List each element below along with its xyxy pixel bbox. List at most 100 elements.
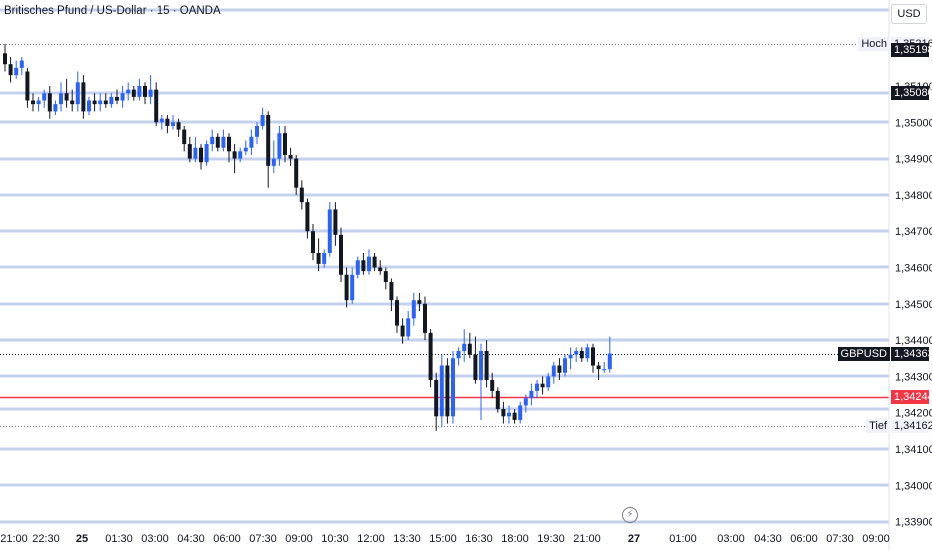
candle-body <box>378 267 383 272</box>
candle-body <box>395 300 399 326</box>
candle <box>367 249 371 275</box>
candle-body <box>529 390 534 399</box>
candle <box>591 343 595 373</box>
level-band <box>0 229 889 233</box>
lightning-icon[interactable]: ⚡︎ <box>622 507 638 523</box>
candle <box>92 93 97 112</box>
candle-body <box>8 64 13 76</box>
candle <box>372 252 377 272</box>
candle <box>411 292 416 326</box>
candle <box>400 318 405 344</box>
candle <box>75 71 80 112</box>
level-band <box>0 265 889 269</box>
candle-body <box>339 234 343 275</box>
candle-body <box>574 350 579 355</box>
candle <box>389 278 394 312</box>
candle <box>378 260 383 275</box>
candle-body <box>389 282 394 301</box>
candle <box>98 93 103 112</box>
candle-body <box>182 129 187 145</box>
candle-body <box>64 93 69 101</box>
candle-body <box>484 350 489 381</box>
level-band <box>0 120 889 124</box>
candle-body <box>495 390 500 410</box>
candle-body <box>434 380 439 417</box>
price-axis[interactable]: 1,351001,350001,349001,348001,347001,346… <box>895 81 932 529</box>
candle-body <box>215 136 220 148</box>
candle <box>507 405 511 424</box>
candle <box>495 387 500 413</box>
candle <box>103 93 108 108</box>
candle-body <box>439 365 444 417</box>
candle <box>243 140 248 155</box>
candle-body <box>75 82 80 105</box>
candle-body <box>299 187 304 203</box>
time-tick-label: 09:00 <box>285 533 313 545</box>
candle <box>109 93 114 108</box>
candle-body <box>204 144 209 163</box>
candle-body <box>406 318 411 337</box>
candle-body <box>311 231 315 253</box>
candle-body <box>143 86 147 97</box>
candle <box>115 89 119 105</box>
candle <box>490 372 495 399</box>
candle <box>159 115 164 130</box>
candle-body <box>568 354 573 359</box>
candle-body <box>456 350 461 359</box>
candle <box>473 336 478 384</box>
candle-body <box>271 158 276 166</box>
candle <box>288 147 293 166</box>
candle <box>143 82 147 105</box>
time-tick-label: 04:30 <box>177 533 205 545</box>
price-tick-label: 1,33900 <box>895 517 932 529</box>
candle <box>339 227 343 283</box>
symbol-tag: GBPUSD <box>837 346 890 361</box>
candle-body <box>103 100 108 105</box>
candle-body <box>372 256 377 268</box>
candle-body <box>322 252 327 264</box>
candle <box>187 136 192 163</box>
candle-body <box>255 125 259 137</box>
candle <box>456 347 461 366</box>
candle <box>199 144 203 170</box>
candle <box>467 332 472 359</box>
candle-body <box>87 100 91 112</box>
candle-body <box>19 60 24 68</box>
candle-body <box>193 147 198 159</box>
level-band <box>0 193 889 197</box>
candle-body <box>417 300 422 304</box>
candle <box>154 82 159 126</box>
candle <box>31 93 35 112</box>
candle <box>355 256 360 279</box>
candle-body <box>428 332 433 381</box>
currency-button[interactable]: USD <box>891 4 927 24</box>
candle-body <box>98 100 103 105</box>
high-low-dotted-lines <box>0 44 889 427</box>
candle <box>294 154 299 195</box>
candle-body <box>109 96 114 105</box>
candle-body <box>154 89 159 123</box>
candle <box>344 267 349 308</box>
candle-body <box>551 365 556 377</box>
candle <box>227 133 231 163</box>
price-tick-label: 1,34000 <box>895 480 932 492</box>
level-band <box>0 520 889 524</box>
time-axis[interactable]: 21:00 22:30 25 01:30 03:00 04:30 06:00 07:30 09:… <box>0 533 890 545</box>
candle-body <box>305 202 310 232</box>
candle <box>316 238 321 272</box>
candle-body <box>3 53 7 65</box>
candle <box>451 350 455 424</box>
candle <box>36 96 41 112</box>
candle <box>445 358 450 424</box>
candle-body <box>400 325 405 337</box>
candle <box>333 202 338 246</box>
price-tick-label: 1,34800 <box>895 190 932 202</box>
low-label: Tief <box>866 419 890 434</box>
time-tick-label: 07:30 <box>826 533 854 545</box>
time-tick-label: 12:00 <box>357 533 385 545</box>
candlesticks <box>3 43 612 431</box>
price-tick-label: 1,35000 <box>895 117 932 129</box>
candle-body <box>579 350 584 359</box>
candle-body <box>557 365 562 373</box>
